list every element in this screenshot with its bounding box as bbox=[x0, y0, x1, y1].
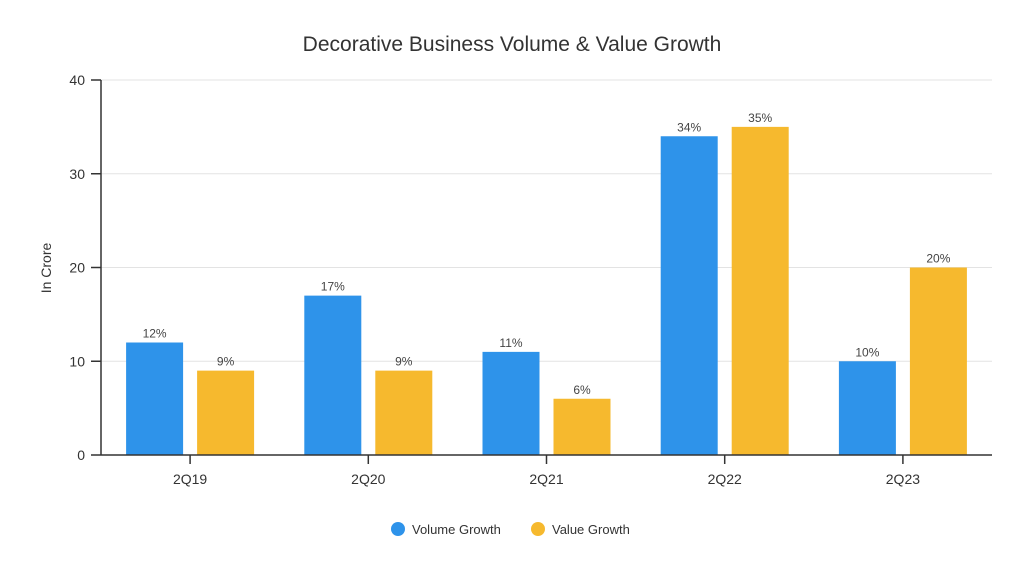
y-tick-label: 30 bbox=[69, 166, 85, 182]
data-label: 9% bbox=[217, 355, 235, 369]
y-axis-label: In Crore bbox=[38, 243, 54, 294]
x-tick-label: 2Q20 bbox=[351, 471, 385, 487]
x-tick-label: 2Q19 bbox=[173, 471, 207, 487]
legend: Volume Growth Value Growth bbox=[391, 522, 630, 537]
data-labels: 12% 9% 17% 9% 11% 6% 34% 35% 10% 20% bbox=[143, 111, 951, 397]
bar-volume-growth bbox=[304, 295, 362, 455]
legend-marker-value-growth bbox=[531, 522, 545, 536]
bar-volume-growth bbox=[838, 361, 896, 455]
x-tick-label: 2Q21 bbox=[529, 471, 563, 487]
y-axis-ticks: 0 10 20 30 40 bbox=[69, 72, 101, 463]
y-tick-label: 20 bbox=[69, 260, 85, 276]
bar-value-growth bbox=[197, 370, 255, 455]
legend-label: Value Growth bbox=[552, 522, 630, 537]
data-label: 20% bbox=[926, 252, 950, 266]
gridlines bbox=[101, 79, 992, 362]
y-tick-label: 0 bbox=[77, 447, 85, 463]
legend-marker-volume-growth bbox=[391, 522, 405, 536]
data-label: 11% bbox=[499, 336, 522, 350]
y-tick-label: 10 bbox=[69, 353, 85, 369]
bar-volume-growth bbox=[660, 136, 718, 455]
bar-volume-growth bbox=[126, 342, 184, 455]
data-label: 34% bbox=[677, 120, 701, 134]
data-label: 17% bbox=[321, 280, 345, 294]
bar-value-growth bbox=[909, 267, 967, 455]
legend-label: Volume Growth bbox=[412, 522, 501, 537]
bar-value-growth bbox=[553, 398, 611, 455]
bar-value-growth bbox=[375, 370, 433, 455]
data-label: 35% bbox=[748, 111, 772, 125]
x-axis-ticks: 2Q19 2Q20 2Q21 2Q22 2Q23 bbox=[173, 455, 920, 487]
bar-value-growth bbox=[731, 126, 789, 455]
bar-volume-growth bbox=[482, 351, 540, 455]
y-tick-label: 40 bbox=[69, 72, 85, 88]
x-tick-label: 2Q23 bbox=[886, 471, 920, 487]
data-label: 12% bbox=[143, 327, 167, 341]
data-label: 9% bbox=[395, 355, 413, 369]
bars bbox=[126, 126, 967, 455]
data-label: 10% bbox=[855, 345, 879, 359]
chart-title: Decorative Business Volume & Value Growt… bbox=[303, 33, 722, 56]
data-label: 6% bbox=[573, 383, 591, 397]
x-tick-label: 2Q22 bbox=[708, 471, 742, 487]
